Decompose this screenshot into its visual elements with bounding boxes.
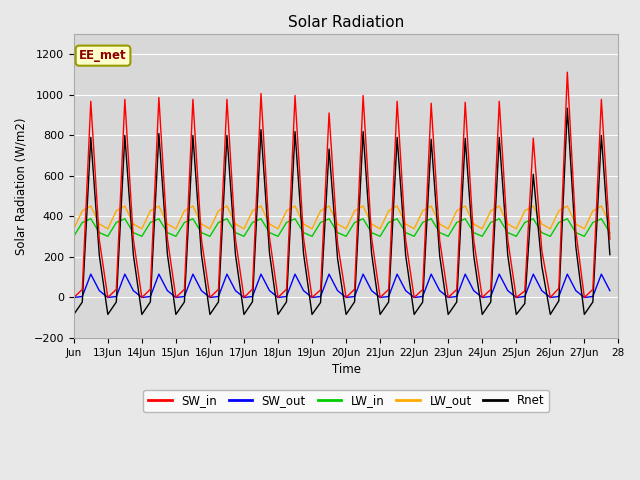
LW_out bbox=[147, 208, 154, 214]
Rnet bbox=[70, 312, 77, 317]
LW_in bbox=[87, 216, 95, 222]
SW_in bbox=[563, 69, 571, 75]
SW_out bbox=[342, 295, 350, 300]
LW_in bbox=[70, 233, 77, 239]
SW_out bbox=[419, 294, 426, 300]
LW_in bbox=[342, 233, 350, 239]
SW_out bbox=[70, 295, 77, 300]
Line: Rnet: Rnet bbox=[74, 108, 610, 314]
Title: Solar Radiation: Solar Radiation bbox=[288, 15, 404, 30]
SW_out bbox=[87, 271, 95, 277]
Line: LW_in: LW_in bbox=[74, 219, 610, 236]
SW_in bbox=[138, 295, 146, 300]
LW_out bbox=[342, 226, 350, 232]
LW_in bbox=[376, 233, 384, 239]
Text: EE_met: EE_met bbox=[79, 49, 127, 62]
Rnet bbox=[333, 256, 341, 262]
LW_in bbox=[300, 230, 307, 236]
LW_out bbox=[87, 203, 95, 209]
SW_in bbox=[368, 235, 376, 241]
SW_in bbox=[333, 240, 341, 246]
Rnet bbox=[410, 312, 418, 317]
Line: LW_out: LW_out bbox=[74, 206, 610, 229]
Y-axis label: Solar Radiation (W/m2): Solar Radiation (W/m2) bbox=[15, 117, 28, 255]
SW_in bbox=[410, 295, 418, 300]
LW_in bbox=[147, 219, 154, 225]
SW_in bbox=[70, 295, 77, 300]
SW_in bbox=[291, 93, 299, 98]
LW_out bbox=[606, 221, 614, 227]
LW_out bbox=[376, 226, 384, 232]
SW_out bbox=[606, 288, 614, 293]
LW_in bbox=[428, 216, 435, 222]
LW_in bbox=[419, 219, 426, 225]
SW_out bbox=[300, 288, 307, 293]
Line: SW_out: SW_out bbox=[74, 274, 610, 298]
SW_out bbox=[376, 295, 384, 300]
SW_out bbox=[428, 271, 435, 277]
Rnet bbox=[606, 252, 614, 258]
Rnet bbox=[138, 312, 146, 317]
Rnet bbox=[563, 106, 571, 111]
Rnet bbox=[368, 251, 376, 256]
Rnet bbox=[419, 299, 426, 305]
LW_out bbox=[428, 203, 435, 209]
Rnet bbox=[291, 129, 299, 134]
SW_in bbox=[419, 287, 426, 292]
Line: SW_in: SW_in bbox=[74, 72, 610, 298]
SW_out bbox=[147, 294, 154, 300]
LW_in bbox=[606, 230, 614, 236]
LW_out bbox=[300, 221, 307, 227]
LW_out bbox=[70, 226, 77, 232]
SW_in bbox=[606, 236, 614, 242]
LW_out bbox=[419, 208, 426, 214]
Legend: SW_in, SW_out, LW_in, LW_out, Rnet: SW_in, SW_out, LW_in, LW_out, Rnet bbox=[143, 390, 549, 412]
X-axis label: Time: Time bbox=[332, 363, 360, 376]
